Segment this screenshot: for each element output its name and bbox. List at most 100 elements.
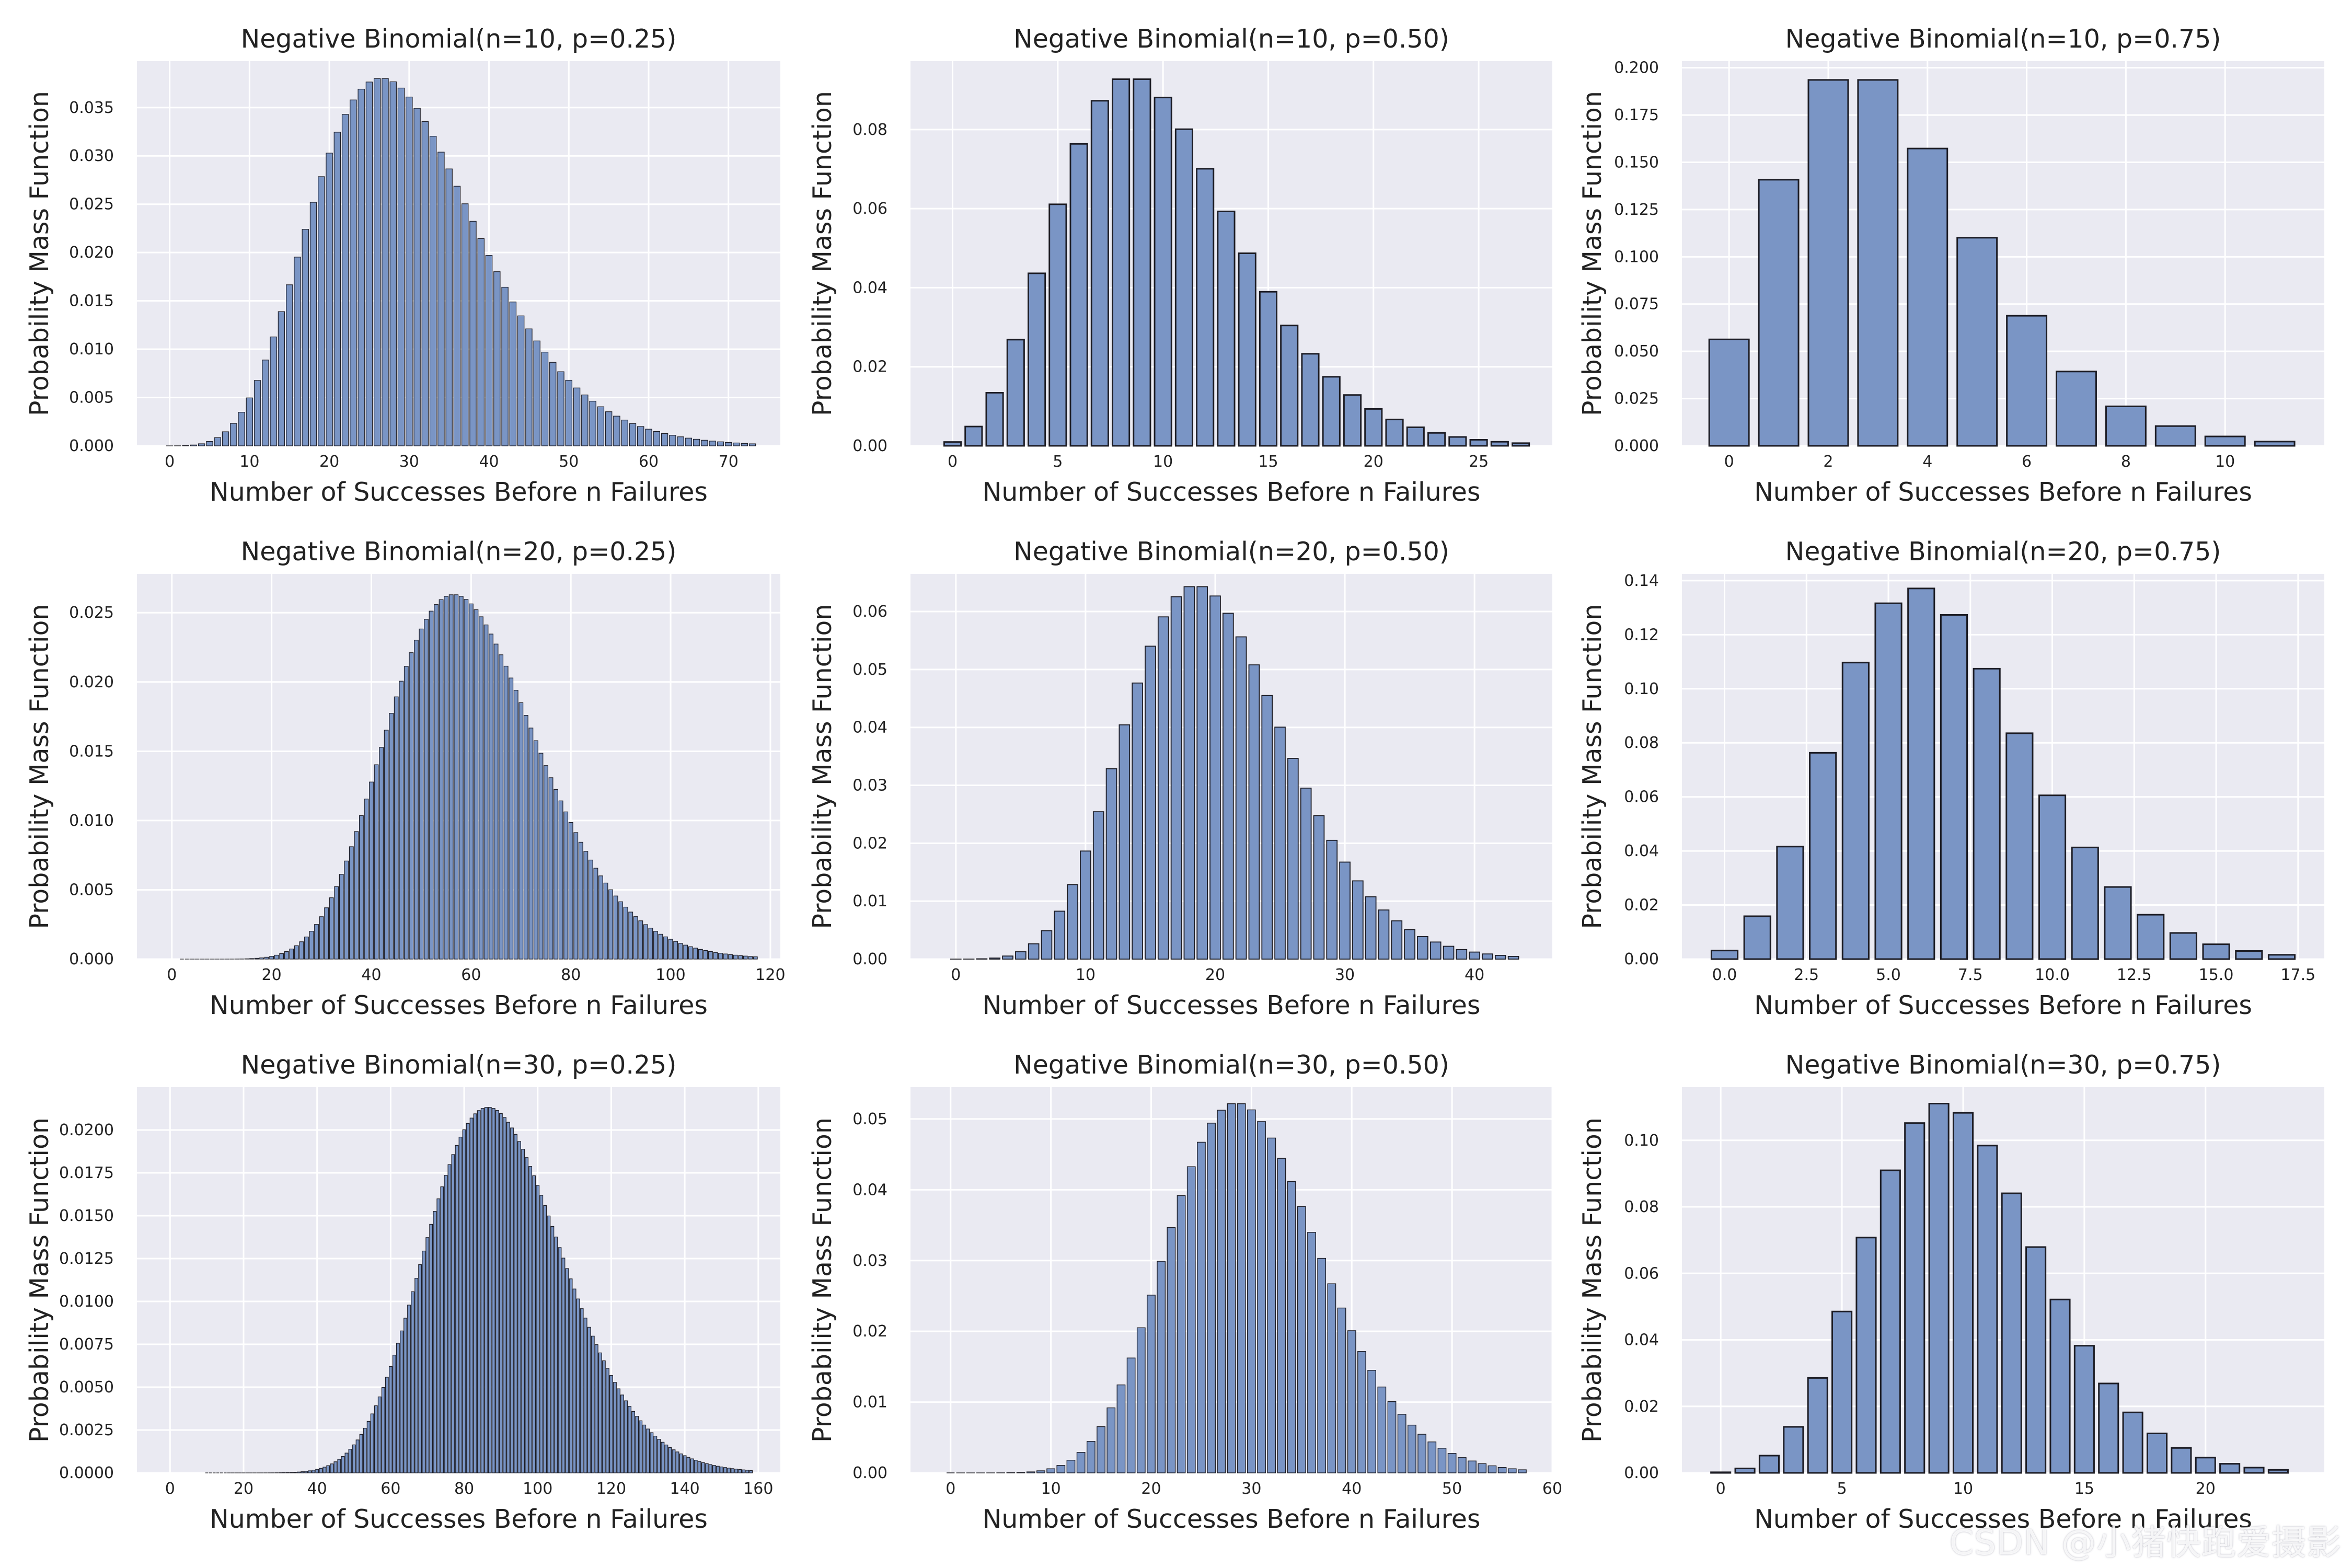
bar-k-17 <box>1170 596 1182 960</box>
x-axis-label: Number of Successes Before n Failures <box>210 990 708 1020</box>
bar-k-58 <box>458 596 464 960</box>
y-tick-label: 0.00 <box>852 950 887 969</box>
y-tick-label: 0.100 <box>1614 248 1659 266</box>
bar-k-94 <box>514 1134 517 1473</box>
x-tick-label: 140 <box>670 1480 699 1498</box>
bar-k-124 <box>624 1400 628 1473</box>
bar-k-126 <box>631 1411 636 1473</box>
bar-k-93 <box>510 1127 514 1473</box>
bar-k-93 <box>633 916 638 960</box>
bar-k-9 <box>1133 78 1151 447</box>
bar-k-17 <box>1301 353 1320 447</box>
chart-title: Negative Binomial(n=20, p=0.50) <box>1013 537 1449 567</box>
y-tick-label: 0.200 <box>1614 59 1659 77</box>
bar-k-36 <box>1307 1232 1316 1473</box>
bar-k-34 <box>1391 920 1403 960</box>
bar-k-85 <box>593 868 598 960</box>
bar-k-37 <box>462 203 469 446</box>
bar-k-1 <box>1734 1467 1756 1474</box>
bar-k-137 <box>672 1449 676 1473</box>
bar-k-7 <box>1016 1472 1025 1473</box>
bar-k-44 <box>517 315 525 446</box>
bar-k-34 <box>1287 1181 1296 1473</box>
y-tick-label: 0.0175 <box>59 1164 114 1182</box>
bar-k-26 <box>374 78 381 446</box>
bar-k-41 <box>493 271 501 446</box>
bar-k-87 <box>488 1107 492 1473</box>
y-axis-label: Probability Mass Function <box>808 604 837 929</box>
bar-k-41 <box>1357 1351 1366 1473</box>
bar-k-2 <box>1758 1455 1780 1474</box>
bar-k-119 <box>605 1368 609 1473</box>
bar-k-4 <box>1002 955 1013 960</box>
x-tick-label: 17.5 <box>2280 966 2315 984</box>
bar-k-130 <box>646 1428 650 1473</box>
bar-k-61 <box>653 431 660 446</box>
bar-k-123 <box>620 1394 624 1473</box>
x-tick-label: 12.5 <box>2117 966 2152 984</box>
bar-k-142 <box>690 1458 694 1473</box>
bar-k-41 <box>374 764 379 960</box>
x-tick-label: 160 <box>743 1480 773 1498</box>
bar-k-23 <box>1177 1195 1186 1473</box>
bar-k-54 <box>597 406 605 446</box>
bar-k-19 <box>318 176 325 446</box>
bar-k-149 <box>716 1466 720 1473</box>
bar-k-30 <box>1247 1109 1256 1473</box>
bar-k-2 <box>1807 79 1849 447</box>
bar-k-15 <box>2073 1345 2095 1474</box>
bar-k-38 <box>359 815 364 960</box>
x-tick-label: 30 <box>1335 966 1355 984</box>
bar-k-42 <box>379 747 384 960</box>
bar-k-53 <box>1478 1463 1487 1473</box>
y-tick-label: 0.06 <box>1624 1264 1659 1283</box>
bar-k-69 <box>513 689 518 960</box>
bar-k-145 <box>701 1462 705 1473</box>
bar-k-39 <box>477 238 485 446</box>
plot-background <box>137 574 780 959</box>
y-tick-label: 0.03 <box>852 1252 887 1270</box>
x-tick-labels: 0 10 20 30 40 50 60 <box>946 1480 1562 1498</box>
x-tick-label: 8 <box>2121 453 2131 471</box>
bar-k-147 <box>708 1464 712 1473</box>
bar-k-138 <box>675 1451 679 1473</box>
bar-k-43 <box>1377 1386 1387 1473</box>
bar-k-43 <box>384 730 389 960</box>
bar-k-18 <box>1183 586 1195 960</box>
bar-k-73 <box>533 740 538 960</box>
y-tick-label: 0.000 <box>1614 437 1659 455</box>
x-tick-label: 4 <box>1922 453 1932 471</box>
bar-k-152 <box>727 1468 731 1473</box>
bar-k-1 <box>1758 179 1800 447</box>
x-tick-label: 10 <box>1953 1480 1973 1498</box>
bar-k-103 <box>547 1215 551 1473</box>
subplot-1: 0 10 20 30 40 50 60 70 0.000 0.005 0.010 0.015 0.020… <box>25 24 780 507</box>
x-axis-label: Number of Successes Before n Failures <box>1754 1504 2252 1534</box>
bar-k-83 <box>473 1113 477 1473</box>
bar-k-52 <box>359 1434 363 1473</box>
bar-k-77 <box>554 789 558 960</box>
bar-k-8 <box>1026 1471 1035 1473</box>
bar-k-29 <box>1326 839 1338 960</box>
bar-k-80 <box>568 822 573 960</box>
bar-k-15 <box>1259 291 1278 447</box>
bar-k-24 <box>1186 1166 1196 1473</box>
bar-k-11 <box>253 380 261 446</box>
bar-k-65 <box>685 437 693 446</box>
y-tick-label: 0.0150 <box>59 1207 114 1225</box>
bar-k-128 <box>639 1420 643 1473</box>
y-axis-label: Probability Mass Function <box>1577 1117 1607 1443</box>
bar-k-14 <box>2169 932 2197 960</box>
y-tick-labels: 0.0000 0.0025 0.0050 0.0075 0.0100 0.0125 0.01… <box>59 1121 114 1482</box>
y-tick-label: 0.06 <box>852 603 887 621</box>
bar-k-68 <box>709 441 716 446</box>
bar-k-32 <box>1267 1137 1276 1473</box>
bar-k-13 <box>1119 724 1131 960</box>
x-tick-label: 10 <box>239 453 259 471</box>
x-tick-label: 20 <box>262 966 282 984</box>
bar-k-156 <box>742 1469 746 1473</box>
bar-k-10 <box>1080 850 1091 960</box>
bar-k-49 <box>1437 1448 1447 1473</box>
bar-k-67 <box>503 665 509 960</box>
bar-k-57 <box>1518 1469 1527 1473</box>
